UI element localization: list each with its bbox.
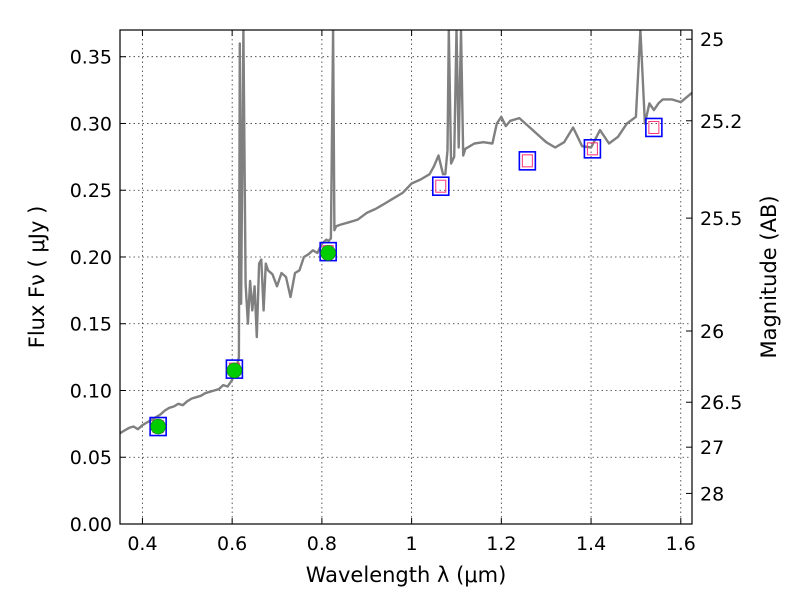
x-tick-label: 0.4	[127, 533, 157, 555]
model-square	[149, 416, 167, 437]
y2-tick-label: 28	[700, 483, 724, 505]
x-tick-label: 1.4	[576, 533, 606, 555]
y2-axis-title: Magnitude (AB)	[757, 195, 781, 358]
x-axis-title: Wavelength λ (μm)	[306, 563, 507, 587]
observed-series	[150, 245, 336, 435]
observed-point	[150, 418, 166, 435]
y2-tick-label: 27	[700, 437, 724, 459]
x-tick-label: 1.2	[486, 533, 516, 555]
tick-labels: 0.4 0.6 0.8 1 1.2 1.4 1.6 0.00 0.05 0.10 0.15 0.20 0…	[70, 29, 743, 555]
model-inner-square	[586, 142, 598, 156]
spectrum-series	[120, 30, 692, 435]
model-inner-square	[435, 179, 447, 193]
x-tick-label: 1	[406, 533, 418, 555]
observed-point	[320, 245, 336, 261]
ticks	[120, 30, 692, 525]
y-tick-label: 0.10	[70, 380, 112, 402]
y-tick-label: 0.35	[70, 47, 112, 69]
y-tick-label: 0.30	[70, 113, 112, 135]
y-axis-title: Flux Fν ( μJy )	[25, 206, 49, 349]
observed-point	[226, 362, 243, 379]
y-tick-label: 0.05	[70, 447, 112, 469]
y2-tick-label: 26.5	[700, 392, 742, 414]
model-square	[583, 139, 602, 159]
y-tick-label: 0.00	[70, 514, 112, 536]
model-square	[518, 151, 537, 171]
x-tick-label: 0.6	[217, 533, 247, 555]
y-tick-label: 0.15	[70, 314, 112, 336]
model-inner-square	[648, 120, 660, 134]
y2-tick-label: 25.5	[700, 208, 742, 230]
model-inner-square	[521, 154, 533, 168]
model-square	[431, 176, 450, 197]
y2-tick-label: 25	[700, 29, 724, 51]
y-tick-label: 0.25	[70, 180, 112, 202]
y2-tick-label: 25.2	[700, 111, 742, 133]
x-tick-label: 1.6	[666, 533, 696, 555]
y2-tick-label: 26	[700, 321, 724, 343]
y-tick-label: 0.20	[70, 247, 112, 269]
x-tick-label: 0.8	[307, 533, 337, 555]
model-square	[645, 117, 663, 138]
plot-frame	[119, 29, 693, 525]
spectrum-line	[120, 30, 692, 435]
